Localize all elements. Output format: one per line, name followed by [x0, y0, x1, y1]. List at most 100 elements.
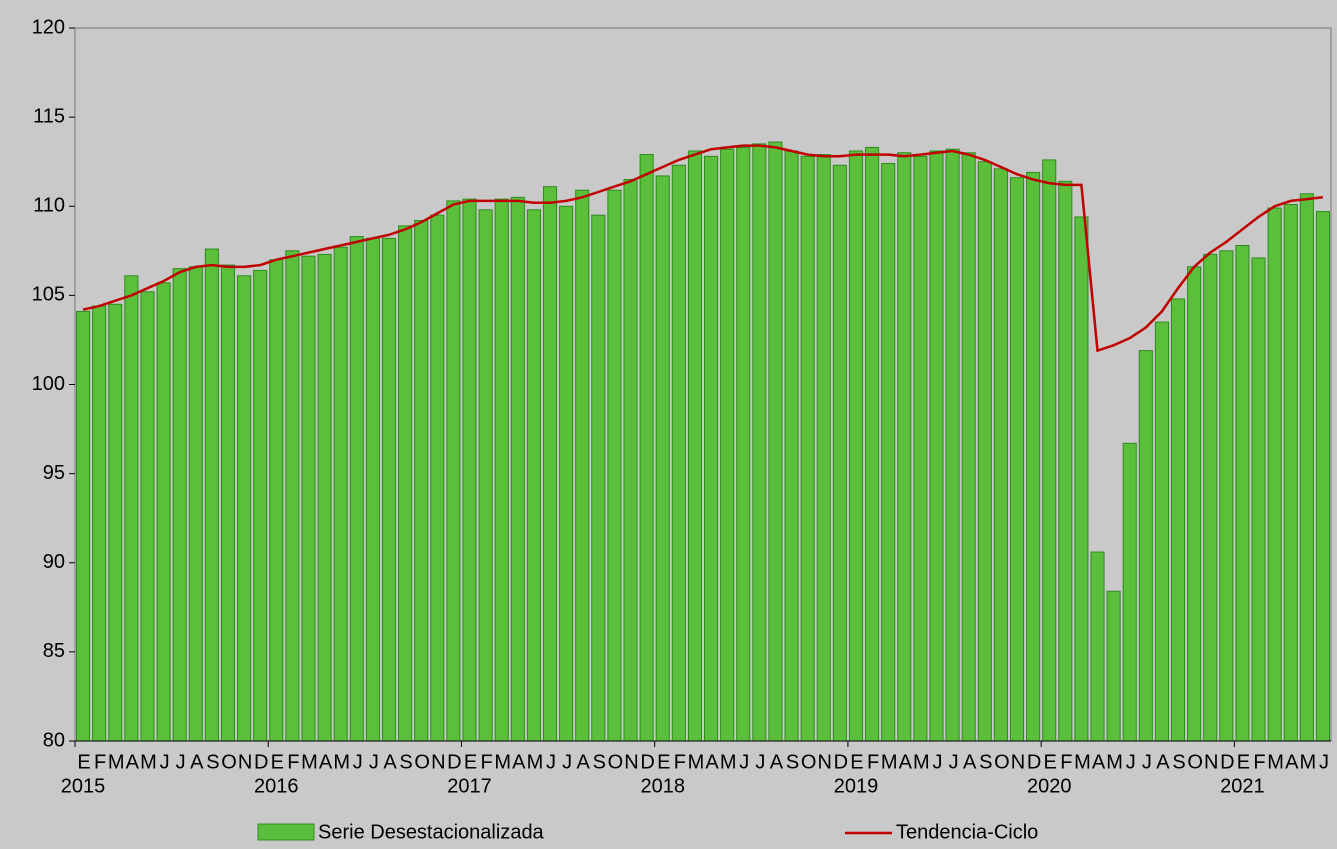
x-tick-label: O — [608, 751, 623, 773]
x-tick-label: S — [1172, 751, 1185, 773]
bar — [961, 152, 976, 742]
bar — [510, 196, 525, 742]
bar — [1106, 590, 1121, 742]
x-tick-label: A — [190, 751, 204, 773]
x-tick-label: M — [1106, 751, 1122, 773]
bar — [945, 148, 960, 742]
bar — [220, 264, 236, 742]
x-tick-label: F — [94, 751, 106, 773]
bar — [188, 266, 203, 742]
x-tick-label: A — [126, 751, 140, 773]
bar — [655, 175, 670, 742]
year-label: 2015 — [61, 775, 106, 797]
x-tick-label: N — [1204, 751, 1217, 773]
x-tick-label: M — [494, 751, 510, 773]
bar — [977, 161, 992, 742]
x-tick-label: S — [206, 751, 219, 773]
bar — [253, 269, 268, 742]
bar — [865, 146, 880, 742]
bar — [897, 152, 912, 742]
x-tick-label: J — [353, 751, 362, 773]
x-tick-label: D — [447, 751, 461, 773]
x-tick-label: A — [383, 751, 397, 773]
bar — [848, 150, 864, 742]
bar — [285, 250, 300, 742]
x-tick-label: J — [949, 751, 958, 773]
bar — [1170, 298, 1186, 742]
bar — [1009, 177, 1025, 742]
x-tick-label: J — [932, 751, 941, 773]
y-tick-label: 120 — [32, 16, 65, 38]
x-tick-label: F — [1253, 751, 1265, 773]
x-tick-label: J — [546, 751, 555, 773]
x-tick-label: J — [1319, 751, 1328, 773]
x-tick-label: F — [1060, 751, 1072, 773]
y-tick-label: 85 — [43, 640, 65, 662]
bar — [800, 155, 815, 742]
bar — [462, 198, 477, 742]
bar — [349, 236, 364, 742]
bar — [1138, 350, 1153, 742]
bar — [1090, 551, 1105, 742]
bar — [720, 148, 735, 742]
x-tick-label: A — [319, 751, 333, 773]
x-tick-label: M — [1300, 751, 1316, 773]
x-tick-label: F — [867, 751, 879, 773]
x-tick-label: D — [1220, 751, 1234, 773]
x-tick-label: D — [254, 751, 268, 773]
x-tick-label: M — [333, 751, 349, 773]
x-tick-label: A — [1092, 751, 1106, 773]
x-tick-label: J — [739, 751, 748, 773]
bar — [140, 291, 155, 742]
bar — [704, 155, 719, 742]
x-tick-label: S — [786, 751, 799, 773]
x-tick-label: A — [577, 751, 591, 773]
x-tick-label: N — [1011, 751, 1024, 773]
x-tick-label: J — [160, 751, 169, 773]
x-tick-label: O — [801, 751, 816, 773]
bar — [317, 253, 332, 742]
bar — [1299, 193, 1314, 742]
bar — [269, 259, 284, 742]
bar — [398, 225, 413, 742]
x-tick-label: S — [979, 751, 992, 773]
x-tick-label: M — [108, 751, 124, 773]
bar — [784, 150, 799, 742]
x-tick-label: J — [1126, 751, 1135, 773]
bar — [1187, 266, 1202, 742]
x-tick-label: M — [720, 751, 736, 773]
x-tick-label: E — [850, 751, 863, 773]
x-tick-label: J — [369, 751, 378, 773]
x-tick-label: S — [593, 751, 606, 773]
bar — [333, 246, 348, 742]
y-tick-label: 90 — [43, 551, 65, 573]
x-tick-label: A — [512, 751, 526, 773]
year-label: 2017 — [447, 775, 492, 797]
trend-line — [82, 144, 1324, 353]
x-tick-label: D — [834, 751, 848, 773]
bar — [1154, 321, 1169, 742]
x-tick-label: M — [301, 751, 317, 773]
bar — [156, 282, 171, 742]
y-tick-label: 95 — [43, 462, 65, 484]
x-tick-label: F — [674, 751, 686, 773]
bar — [237, 275, 252, 742]
x-tick-label: M — [913, 751, 929, 773]
bar — [1267, 207, 1282, 742]
bar — [1122, 442, 1137, 742]
y-tick-label: 110 — [33, 195, 65, 217]
x-tick-label: A — [705, 751, 719, 773]
year-label: 2018 — [640, 775, 685, 797]
bar — [881, 162, 896, 742]
x-tick-label: M — [527, 751, 543, 773]
x-tick-label: M — [1267, 751, 1283, 773]
bar — [430, 214, 445, 742]
bar — [494, 198, 509, 742]
bar — [687, 150, 703, 742]
year-label: 2016 — [254, 775, 299, 797]
x-tick-label: E — [1237, 751, 1250, 773]
x-tick-label: J — [1142, 751, 1151, 773]
bar — [108, 303, 123, 742]
bar — [1074, 216, 1089, 742]
bar — [752, 143, 767, 742]
